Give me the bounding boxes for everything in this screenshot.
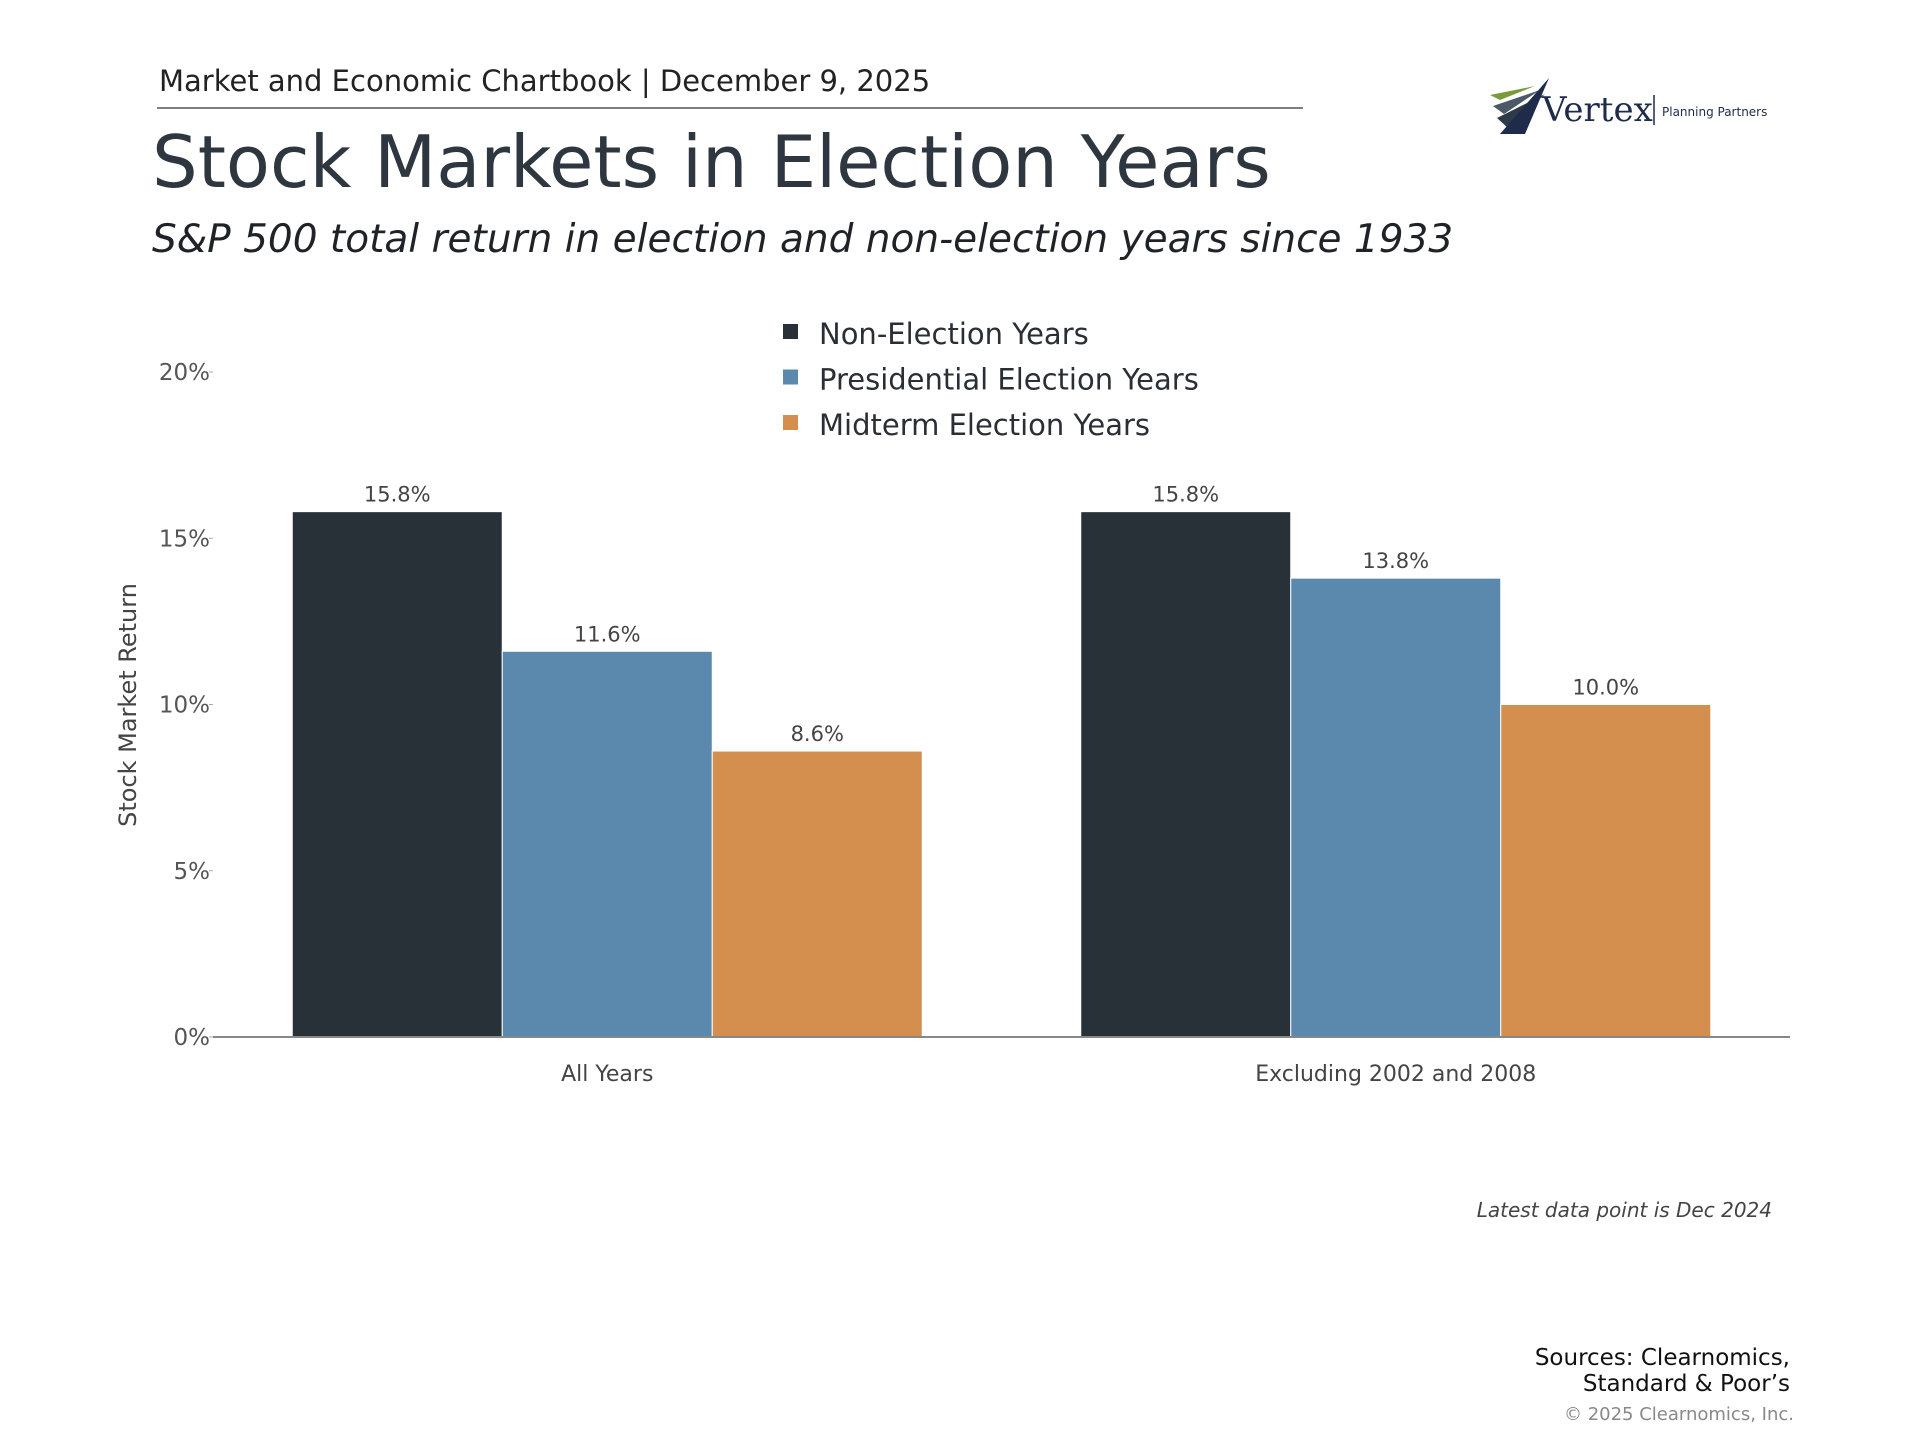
y-tick-label: 0% xyxy=(174,1025,211,1051)
legend-label: Non-Election Years xyxy=(819,317,1089,351)
legend-swatch xyxy=(783,324,798,339)
legend-label: Presidential Election Years xyxy=(819,363,1199,397)
logo-tagline: Planning Partners xyxy=(1662,105,1767,119)
y-tick-label: 15% xyxy=(159,526,210,552)
y-tick-label: 20% xyxy=(159,360,210,386)
bar xyxy=(501,650,713,1038)
x-tick-label: Excluding 2002 and 2008 xyxy=(1255,1062,1536,1087)
value-label: 8.6% xyxy=(791,722,844,746)
y-tick-label: 5% xyxy=(174,859,211,885)
source: Sources: Clearnomics, xyxy=(1535,1345,1790,1371)
logo-stripe xyxy=(1490,86,1535,100)
source: Standard & Poor’s xyxy=(1583,1371,1790,1397)
bar xyxy=(291,511,503,1038)
value-label: 15.8% xyxy=(1152,483,1219,507)
chart-subtitle: S&P 500 total return in election and non… xyxy=(152,217,1453,262)
y-tick-label: 10% xyxy=(159,693,210,719)
logo: Vertex Planning Partners xyxy=(1490,78,1767,134)
logo-stripe xyxy=(1493,90,1540,114)
legend-swatch xyxy=(783,369,798,385)
x-tick-label: All Years xyxy=(561,1062,653,1087)
bar xyxy=(1080,511,1292,1038)
bar xyxy=(711,750,923,1038)
value-label: 11.6% xyxy=(574,622,641,646)
bar xyxy=(1290,577,1502,1038)
copyright: © 2025 Clearnomics, Inc. xyxy=(1564,1404,1794,1425)
logo-stripe xyxy=(1500,78,1549,134)
note: Latest data point is Dec 2024 xyxy=(1477,1198,1772,1222)
value-label: 10.0% xyxy=(1572,676,1639,700)
bar xyxy=(1500,704,1712,1038)
legend-label: Midterm Election Years xyxy=(819,408,1150,442)
header: Market and Economic Chartbook | December… xyxy=(159,64,930,98)
value-label: 15.8% xyxy=(364,483,431,507)
y-axis-title: Stock Market Return xyxy=(114,583,142,827)
value-label: 13.8% xyxy=(1362,549,1429,573)
legend-swatch xyxy=(783,415,798,430)
chart-title: Stock Markets in Election Years xyxy=(152,120,1271,204)
logo-name: Vertex xyxy=(1541,90,1653,130)
